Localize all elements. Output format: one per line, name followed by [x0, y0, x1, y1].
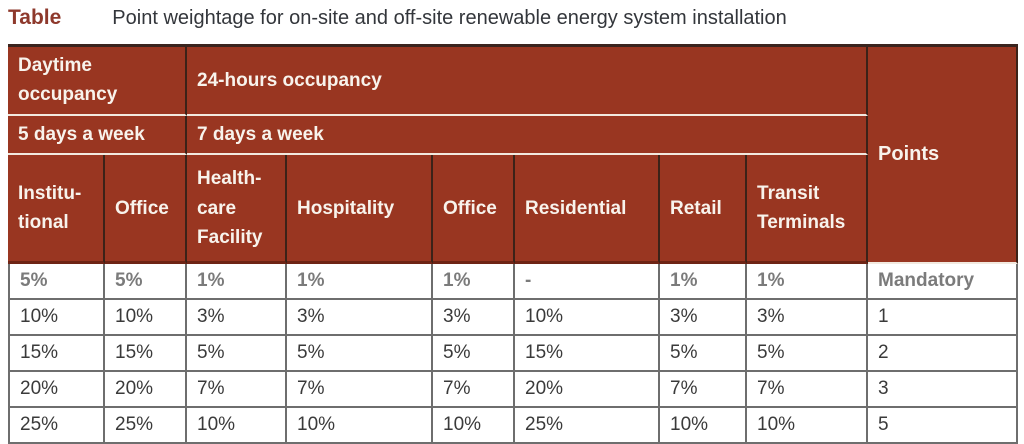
table-cell: 20%: [515, 372, 661, 409]
table-row-2-points: 15% 15% 5% 5% 5% 15% 5% 5% 2: [8, 336, 1019, 373]
table-cell: 5%: [433, 336, 516, 373]
table-cell: 5%: [187, 336, 288, 373]
table-cell: 1%: [433, 264, 516, 301]
table-cell: 10%: [8, 300, 105, 337]
table-cell-points: 2: [868, 336, 1019, 373]
table-cell: 1%: [747, 264, 869, 301]
column-header-transit-terminals: Transit Terminals: [747, 155, 869, 265]
column-header-institutional: Institu- tional: [8, 155, 105, 265]
table-cell: 7%: [187, 372, 288, 409]
table-cell: 5%: [747, 336, 869, 373]
header-24-hours-occupancy: 24-hours occupancy: [187, 47, 869, 116]
table-cell: 5%: [8, 264, 105, 301]
table-cell: 25%: [515, 408, 661, 444]
table-cell-points: 3: [868, 372, 1019, 409]
table-cell: 15%: [105, 336, 188, 373]
table-row-1-point: 10% 10% 3% 3% 3% 10% 3% 3% 1: [8, 300, 1019, 337]
table-cell: 1%: [660, 264, 748, 301]
table-cell: 15%: [515, 336, 661, 373]
table-cell: 5%: [660, 336, 748, 373]
table-cell: 3%: [433, 300, 516, 337]
table-cell: 3%: [660, 300, 748, 337]
table-cell: 7%: [287, 372, 434, 409]
header-5-days-a-week: 5 days a week: [8, 115, 188, 156]
table-cell: 25%: [8, 408, 105, 444]
column-header-office-daytime: Office: [105, 155, 188, 265]
point-weightage-table: Daytime occupancy 24-hours occupancy Poi…: [8, 44, 1019, 444]
table-cell: -: [515, 264, 661, 301]
table-cell: 5%: [105, 264, 188, 301]
table-cell: 5%: [287, 336, 434, 373]
table-cell: 7%: [660, 372, 748, 409]
table-cell: 20%: [8, 372, 105, 409]
table-cell: 10%: [660, 408, 748, 444]
column-header-healthcare-facility: Health- care Facility: [187, 155, 288, 265]
table-cell: 7%: [433, 372, 516, 409]
table-caption-text: Point weightage for on-site and off-site…: [112, 7, 787, 29]
table-cell-points: 1: [868, 300, 1019, 337]
header-row-occupancy: Daytime occupancy 24-hours occupancy Poi…: [8, 47, 1019, 265]
table-cell: 3%: [287, 300, 434, 337]
table-cell: 10%: [515, 300, 661, 337]
table-cell: 1%: [187, 264, 288, 301]
header-row-building-types: Institu- tional Office Health- care Faci…: [8, 155, 1018, 265]
column-header-retail: Retail: [660, 155, 748, 265]
table-row-3-points: 20% 20% 7% 7% 7% 20% 7% 7% 3: [8, 372, 1019, 409]
table-cell: 10%: [433, 408, 516, 444]
table-cell: 15%: [8, 336, 105, 373]
column-header-hospitality: Hospitality: [287, 155, 434, 265]
table-caption: Table Point weightage for on-site and of…: [8, 6, 1018, 38]
table-cell: 10%: [747, 408, 869, 444]
table-cell: 1%: [287, 264, 434, 301]
table-cell: 3%: [747, 300, 869, 337]
table-cell: 20%: [105, 372, 188, 409]
header-row-days: 5 days a week 7 days a week: [8, 115, 1018, 156]
table-cell: 3%: [187, 300, 288, 337]
table-cell: 10%: [187, 408, 288, 444]
column-header-office-24h: Office: [433, 155, 516, 265]
table-cell: 7%: [747, 372, 869, 409]
header-points: Points: [868, 47, 1019, 265]
table-cell: 25%: [105, 408, 188, 444]
table-caption-label: Table: [8, 6, 62, 29]
column-header-residential: Residential: [515, 155, 661, 265]
header-daytime-occupancy: Daytime occupancy: [8, 47, 188, 116]
table-cell-points: 5: [868, 408, 1019, 444]
table-row-mandatory: 5% 5% 1% 1% 1% - 1% 1% Mandatory: [8, 264, 1019, 301]
header-7-days-a-week: 7 days a week: [187, 115, 869, 156]
table-cell: 10%: [105, 300, 188, 337]
table-row-5-points: 25% 25% 10% 10% 10% 25% 10% 10% 5: [8, 408, 1019, 444]
table-cell-points: Mandatory: [868, 264, 1019, 301]
table-cell: 10%: [287, 408, 434, 444]
